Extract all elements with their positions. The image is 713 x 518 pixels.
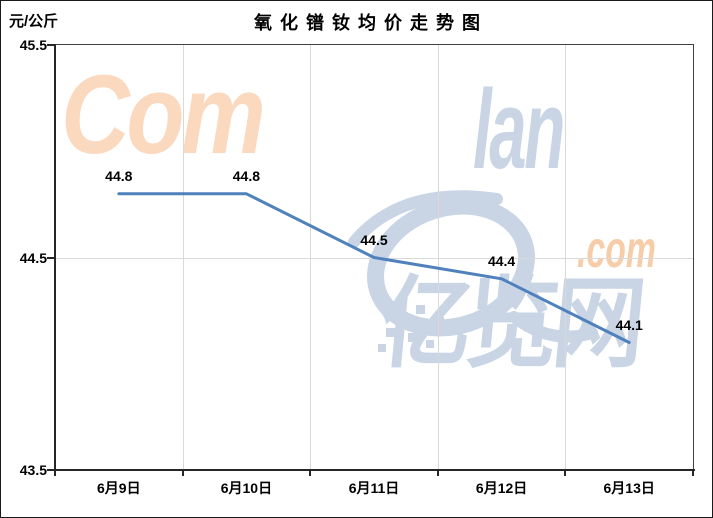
x-axis-tick [564, 471, 567, 476]
data-point-label: 44.5 [360, 231, 388, 248]
x-axis-tick [436, 471, 439, 476]
y-axis-line [54, 44, 56, 471]
price-line-chart [117, 192, 631, 344]
data-point-label: 44.1 [615, 316, 643, 333]
chart-title: 氧化镨钕均价走势图 [254, 13, 488, 33]
y-axis-unit-label: 元/公斤 [9, 13, 59, 30]
data-point-label: 44.8 [105, 167, 133, 184]
x-tick-label: 6月9日 [97, 480, 141, 496]
data-point-label: 44.8 [232, 167, 261, 184]
y-tick-label: 44.5 [19, 249, 47, 266]
x-axis-tick [54, 471, 56, 476]
y-axis-tick [47, 256, 55, 259]
x-axis-tick [181, 471, 184, 476]
x-tick-label: 6月12日 [475, 480, 528, 496]
x-axis-tick [309, 471, 312, 476]
x-tick-label: 6月13日 [603, 480, 655, 496]
price-line [117, 192, 631, 344]
y-axis-tick [47, 44, 55, 46]
y-tick-label: 43.5 [19, 462, 47, 478]
x-axis-line [54, 469, 695, 471]
y-tick-label: 45.5 [19, 37, 47, 53]
x-tick-label: 6月11日 [348, 480, 400, 496]
y-axis-tick [47, 469, 55, 471]
x-axis-tick [692, 471, 694, 476]
data-point-label: 44.4 [487, 252, 516, 269]
plot-area: Com lan .com 亿览网 [20, 37, 695, 496]
x-tick-label: 6月10日 [220, 480, 273, 496]
